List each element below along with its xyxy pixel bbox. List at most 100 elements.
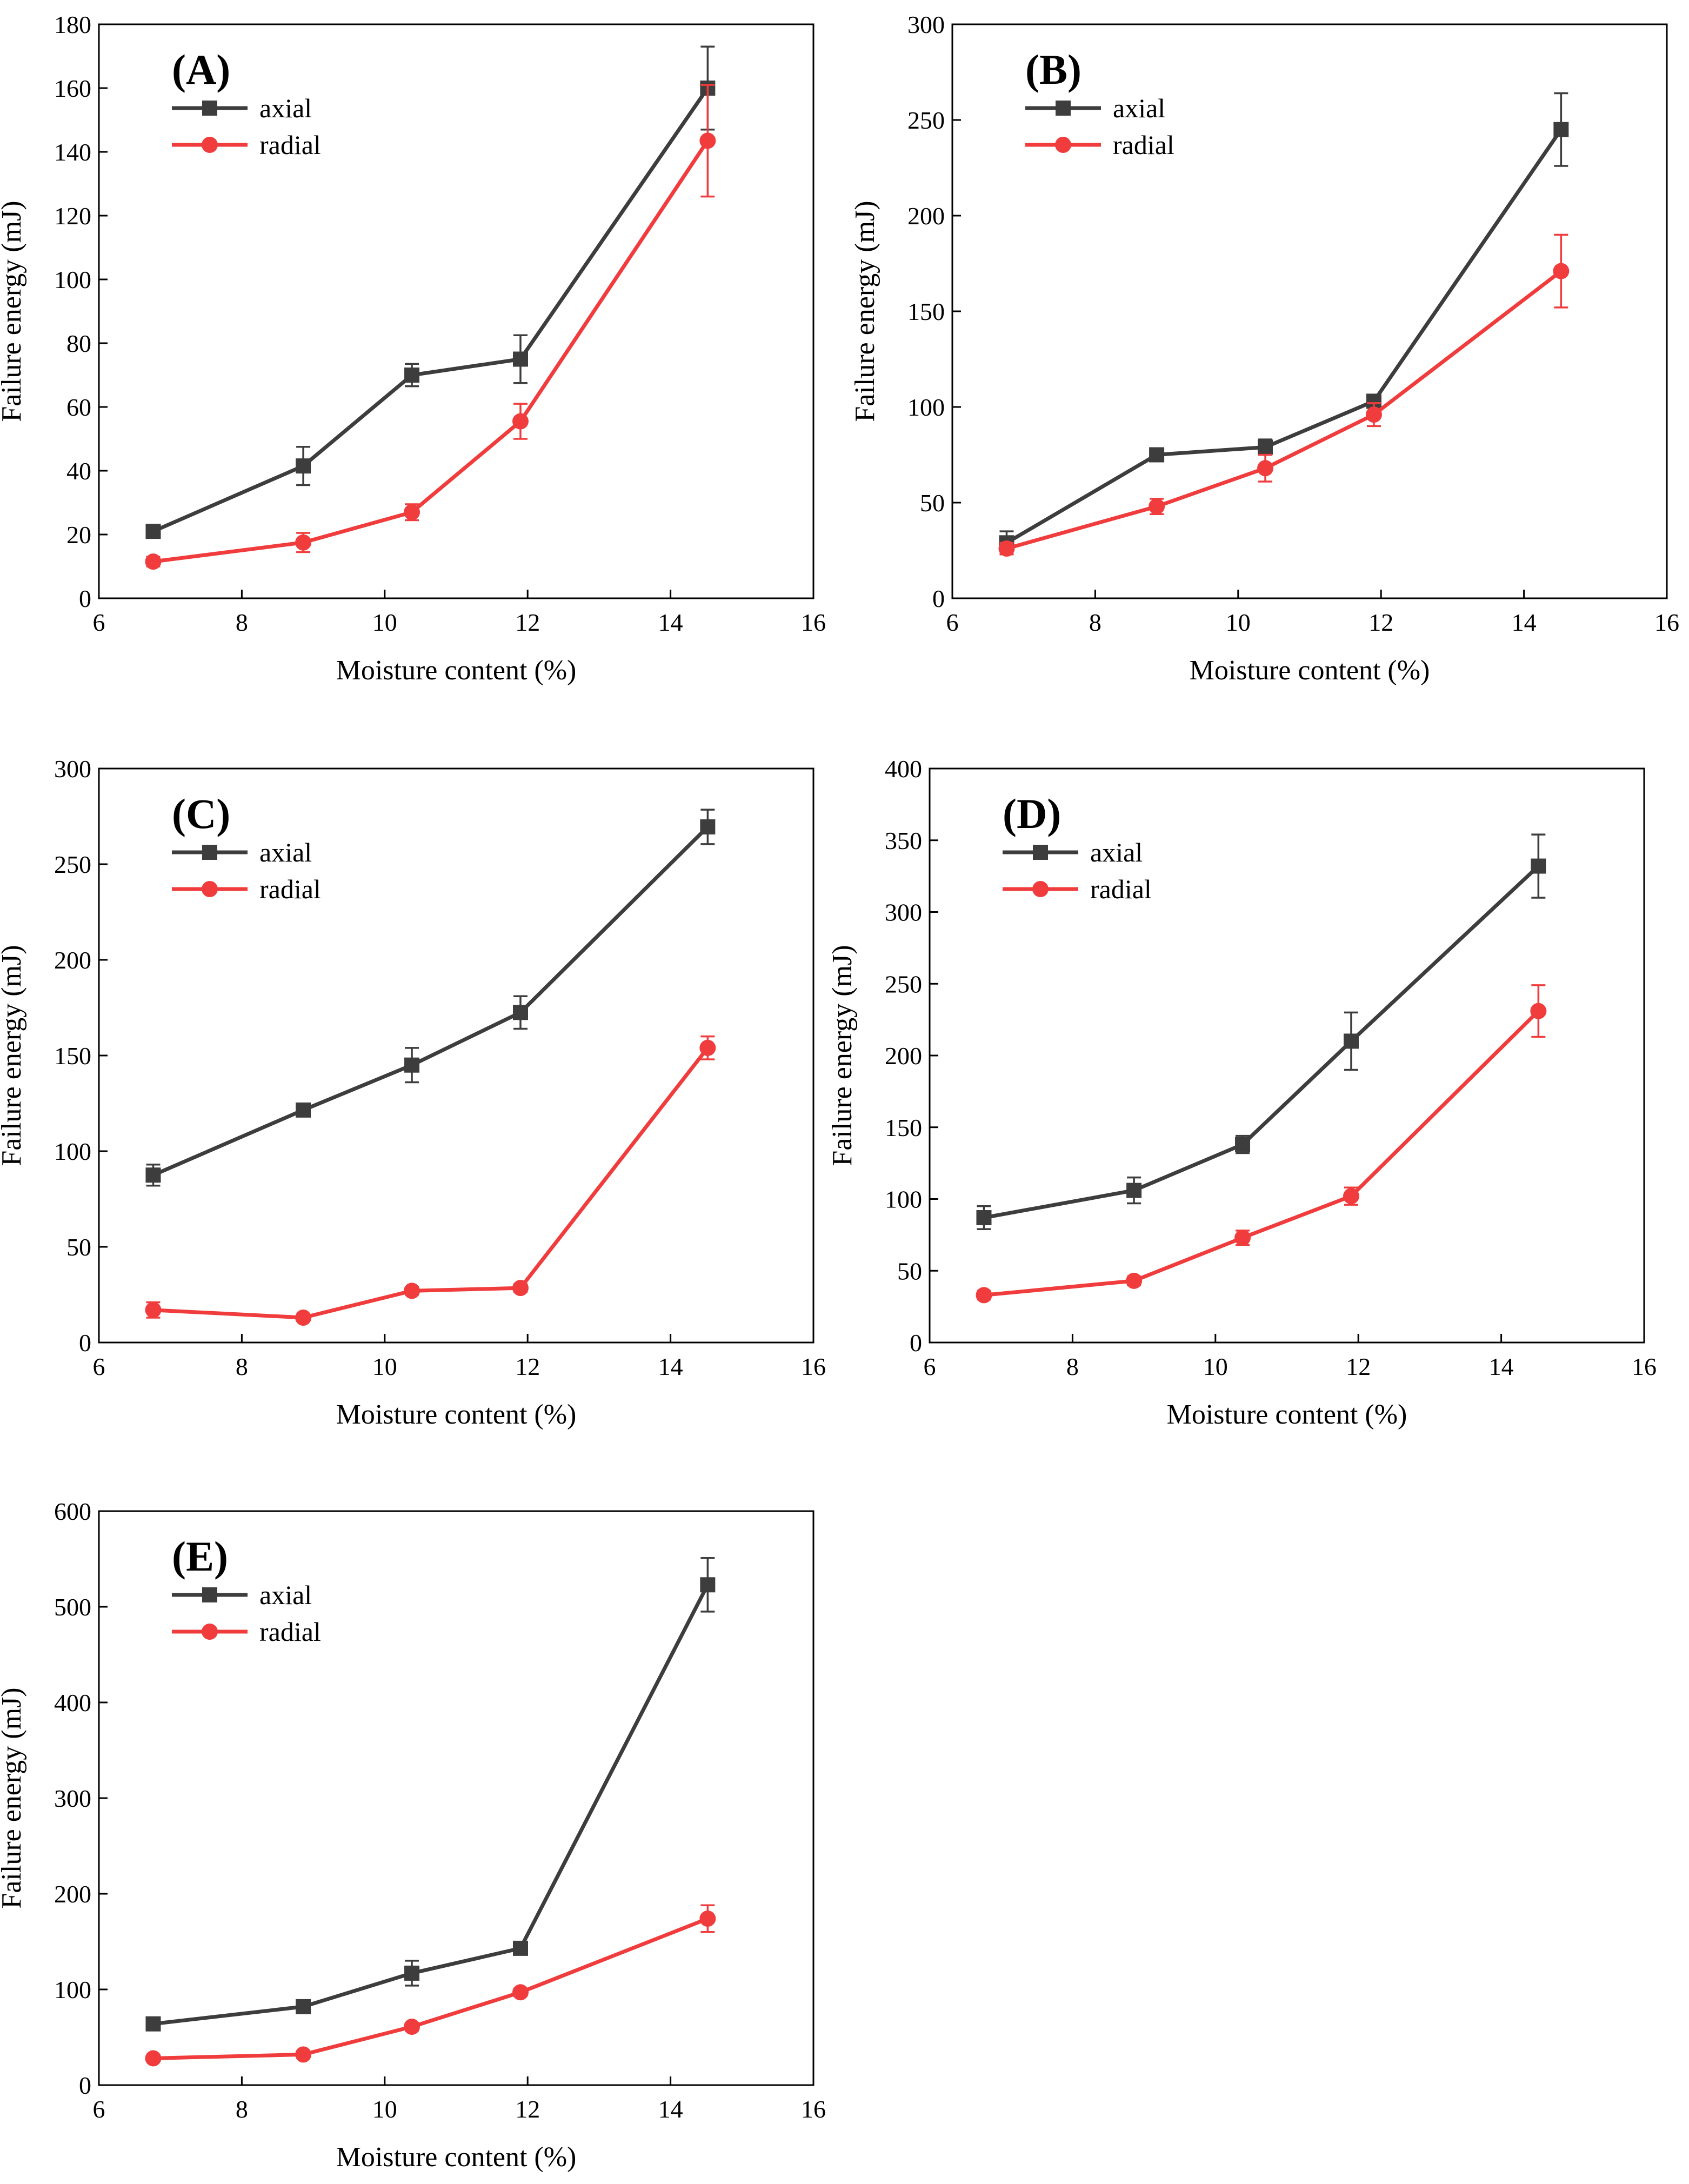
x-tick-label: 14 [1512, 609, 1537, 636]
x-tick-label: 6 [93, 2095, 105, 2123]
y-tick-label: 400 [54, 1689, 91, 1717]
data-point-radial [699, 1911, 716, 1927]
y-tick-label: 50 [897, 1257, 922, 1285]
data-point-axial [1531, 858, 1546, 874]
series-radial [976, 984, 1547, 1304]
chart-panel-1: 6 8 10 12 14 16020406080100120140160180Moistu… [0, 11, 826, 686]
data-point-axial [404, 1965, 420, 1981]
x-axis-title: Moisture content (%) [336, 1399, 577, 1430]
y-tick-label: 150 [907, 298, 945, 325]
series-axial [145, 809, 716, 1187]
panel-label: (C) [172, 790, 230, 837]
y-tick-label: 100 [54, 266, 91, 293]
y-tick-label: 100 [885, 1186, 922, 1213]
legend-marker-axial [1056, 101, 1071, 116]
y-tick-label: 300 [885, 899, 922, 926]
x-tick-label: 6 [93, 609, 105, 636]
y-tick-label: 300 [54, 755, 91, 783]
data-point-radial [404, 2019, 420, 2035]
series-line-axial [152, 87, 710, 533]
x-tick-label: 16 [1632, 1353, 1657, 1380]
plot-frame [98, 23, 815, 599]
y-axis-title: Failure energy (mJ) [0, 945, 27, 1166]
y-axis-title: Failure energy (mJ) [827, 945, 858, 1166]
chart-panel-4: 6 8 10 12 14 16 0 50 100 150 200 250 300 350 400 Moistu… [827, 755, 1657, 1430]
legend-label-radial: radial [1113, 130, 1174, 160]
data-point-axial [1553, 122, 1569, 137]
data-point-radial [699, 1039, 716, 1056]
y-tick-label: 0 [910, 1329, 922, 1357]
x-tick-label: 8 [236, 2095, 248, 2123]
data-point-axial [700, 819, 716, 834]
series-line-radial [984, 1010, 1540, 1297]
data-point-axial [296, 458, 311, 474]
y-tick-label: 300 [54, 1785, 91, 1812]
y-tick-label: 50 [66, 1233, 91, 1261]
x-tick-label: 10 [372, 2095, 397, 2123]
chart-panel-3: 6 8 10 12 14 16 0 50 100 150 200 250 300 Moisture con… [0, 755, 826, 1430]
x-tick-label: 6 [924, 1353, 936, 1380]
data-point-axial [1258, 439, 1273, 455]
panel-label: (D) [1003, 790, 1061, 837]
x-tick-label: 10 [372, 609, 397, 636]
data-point-axial [1149, 447, 1165, 463]
data-point-radial [145, 2050, 162, 2067]
chart-panel-2: 6 8 10 12 14 16 0 50 100 150 200 250 300 Moisture con… [850, 11, 1679, 686]
y-tick-label: 200 [54, 946, 91, 974]
y-tick-label: 200 [885, 1042, 922, 1070]
series-radial [998, 233, 1570, 557]
panel-label: (A) [172, 46, 230, 93]
data-point-axial [512, 1005, 528, 1020]
x-tick-label: 8 [1089, 609, 1101, 636]
series-radial [145, 1904, 716, 2067]
data-point-axial [296, 1102, 311, 1118]
legend-label-radial: radial [259, 1617, 321, 1647]
y-axis-title: Failure energy (mJ) [850, 201, 880, 422]
y-tick-label: 350 [885, 827, 922, 854]
x-tick-label: 14 [658, 2095, 683, 2123]
data-point-radial [998, 540, 1015, 557]
y-tick-label: 200 [907, 202, 945, 230]
data-point-axial [1235, 1137, 1251, 1152]
data-point-axial [145, 1167, 161, 1183]
data-point-axial [1126, 1183, 1142, 1198]
y-tick-label: 500 [54, 1593, 91, 1621]
y-tick-label: 0 [79, 1329, 91, 1357]
x-tick-label: 12 [515, 1353, 540, 1380]
y-tick-label: 100 [907, 393, 945, 421]
y-tick-label: 400 [885, 755, 922, 783]
data-point-radial [1234, 1230, 1251, 1246]
data-point-radial [699, 132, 716, 149]
y-tick-label: 0 [79, 2072, 91, 2099]
y-axis-title: Failure energy (mJ) [0, 1687, 27, 1908]
series-axial [976, 833, 1546, 1231]
data-point-axial [976, 1210, 992, 1226]
data-point-radial [1126, 1272, 1143, 1289]
x-axis-title: Moisture content (%) [1190, 655, 1430, 686]
data-point-radial [1530, 1003, 1547, 1019]
series-axial [145, 1557, 716, 2032]
x-tick-label: 6 [93, 1353, 105, 1380]
x-tick-label: 16 [1654, 609, 1679, 636]
data-point-axial [145, 2016, 161, 2032]
legend-label-radial: radial [259, 130, 321, 160]
legend-label-axial: axial [1113, 93, 1165, 123]
legend-marker-axial [202, 845, 217, 860]
legend-marker-axial [202, 101, 217, 116]
y-tick-label: 180 [54, 11, 91, 38]
x-tick-label: 10 [1226, 609, 1251, 636]
data-point-axial [700, 1577, 716, 1593]
x-tick-label: 12 [515, 609, 540, 636]
y-tick-label: 150 [54, 1042, 91, 1070]
series-axial [999, 92, 1569, 556]
legend-label-axial: axial [259, 93, 312, 123]
data-point-radial [976, 1287, 992, 1304]
y-tick-label: 600 [54, 1498, 91, 1525]
legend-marker-axial [202, 1587, 217, 1602]
x-tick-label: 14 [658, 609, 683, 636]
data-point-radial [512, 1280, 529, 1297]
data-point-axial [404, 1057, 420, 1073]
y-tick-label: 40 [66, 457, 91, 485]
data-point-radial [1343, 1188, 1359, 1205]
